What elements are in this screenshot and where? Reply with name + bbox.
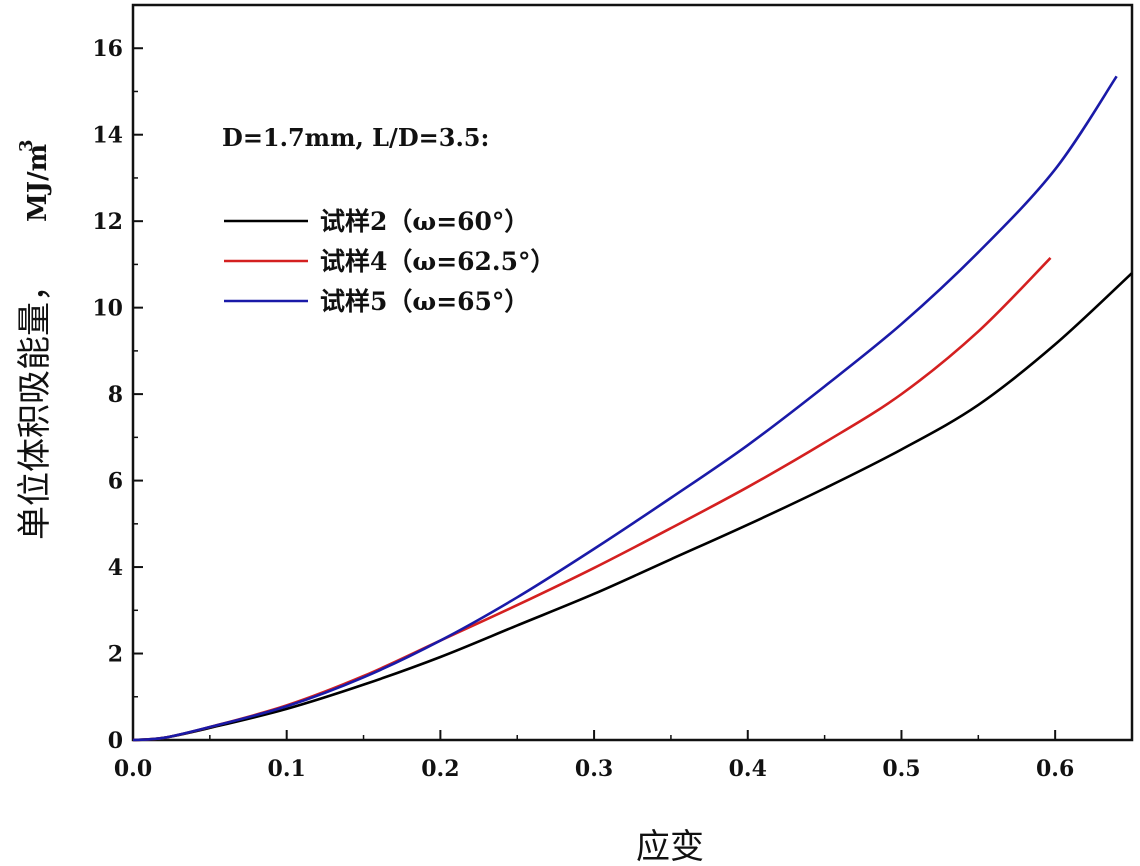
x-tick-label: 0.4 (729, 756, 767, 782)
x-tick-label: 0.1 (268, 756, 306, 782)
legend-label: 试样4（ω=62.5°） (320, 247, 556, 276)
plot-frame (131, 3, 1134, 742)
x-tick-label: 0.6 (1036, 756, 1074, 782)
axis-tick-labels: 0.0 0.1 0.2 0.3 0.4 0.5 0.6 0 2 4 6 8 10 12 14 16 (92, 36, 1074, 782)
x-tick-label: 0.0 (114, 756, 152, 782)
y-tick-label: 16 (92, 36, 123, 62)
series-line-1 (132, 272, 1133, 742)
y-axis-unit-exponent: 3 (16, 139, 37, 152)
series-line-3 (132, 75, 1118, 742)
y-tick-label: 6 (108, 469, 123, 495)
x-axis-label: 应变 (636, 827, 704, 866)
axis-ticks (132, 47, 1057, 741)
legend-label: 试样2（ω=60°） (320, 207, 529, 236)
annotation-text: D=1.7mm, L/D=3.5: (222, 123, 489, 152)
y-tick-label: 8 (108, 382, 123, 408)
y-axis-unit: MJ/m (23, 144, 53, 222)
y-tick-label: 10 (92, 296, 123, 322)
y-tick-label: 0 (108, 728, 123, 754)
y-tick-label: 14 (92, 123, 123, 149)
y-tick-label: 2 (108, 642, 123, 668)
x-tick-label: 0.5 (882, 756, 920, 782)
y-tick-label: 12 (92, 209, 123, 235)
x-tick-label: 0.2 (421, 756, 459, 782)
y-axis-label-group: 单位体积吸能量， MJ/m 3 (15, 139, 55, 540)
series-line-2 (132, 257, 1052, 742)
y-axis-label: 单位体积吸能量， (15, 268, 55, 540)
x-tick-label: 0.3 (575, 756, 613, 782)
legend-label: 试样5（ω=65°） (320, 287, 529, 316)
series-lines (132, 75, 1133, 742)
legend: 试样2（ω=60°） 试样4（ω=62.5°） 试样5（ω=65°） (224, 207, 556, 316)
y-tick-label: 4 (108, 555, 123, 581)
